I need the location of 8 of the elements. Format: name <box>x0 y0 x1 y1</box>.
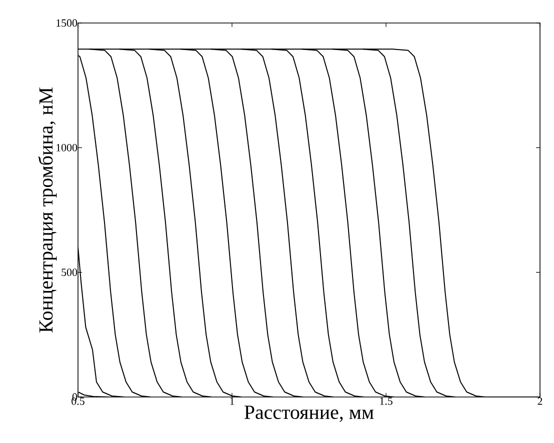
x-tick-label: 2 <box>538 398 542 405</box>
y-tick-label: 1500 <box>56 19 78 27</box>
y-tick-label: 1000 <box>56 144 78 152</box>
y-axis-title: Концентрация тромбина, нМ <box>38 88 57 332</box>
x-tick-label: 1.5 <box>380 398 392 405</box>
x-tick-label: 1 <box>230 398 234 405</box>
y-tick-label: 500 <box>62 268 78 276</box>
x-axis-title: Расстояние, мм <box>244 406 374 422</box>
